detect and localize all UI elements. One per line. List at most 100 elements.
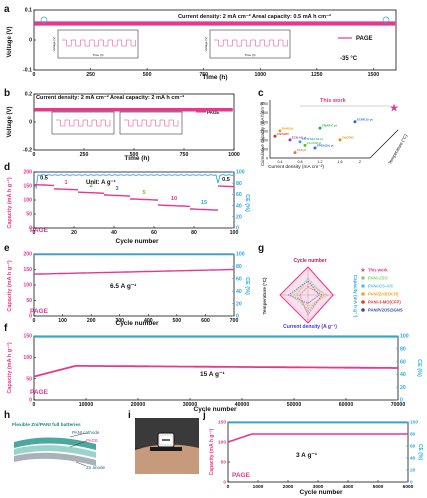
panel-g-legend-marker: ★: [360, 267, 365, 274]
panel-c-point: [353, 120, 357, 124]
panel-g-legend-marker: [361, 292, 365, 296]
panel-a-info: Current density: 2 mA cm⁻² Areal capacit…: [178, 13, 331, 20]
panel-e-ytick-label: 50: [26, 298, 32, 304]
panel-a-ylabel: Voltage (V): [7, 27, 13, 58]
panel-f-tag: PAGE: [30, 389, 49, 396]
panel-d-rate-label: 0.5: [40, 176, 48, 182]
panel-e-xtick-label: 500: [173, 318, 182, 324]
panel-g-series-2: [296, 277, 323, 313]
panel-e-tag: PAGE: [30, 308, 49, 315]
panel-a-ytick-label: 0.1: [25, 8, 32, 14]
panel-a-inset-2-xlabel: Time (h): [244, 53, 255, 57]
panel-g-legend-label: PANI/V2O5@GNS: [368, 308, 403, 313]
panel-d-rate-label: 10: [171, 196, 177, 202]
panel-e-ytick-label: 200: [23, 252, 32, 258]
panel-a-inset-1-xlabel: Time (h): [92, 53, 103, 57]
panel-c-point-label: ECNR.Zn pt: [357, 117, 373, 121]
panel-d-xtick-label: 60: [151, 230, 157, 236]
panel-b-info: Current density: 2 mA cm⁻² Areal capacit…: [36, 94, 184, 101]
panel-d-xtick-label: 0: [33, 230, 36, 236]
panel-j-y2tick-label: 60: [410, 444, 416, 450]
panel-d-unit: Unit: A g⁻¹: [86, 179, 116, 186]
panel-j-y2label: CE (%): [417, 444, 423, 460]
panel-e-xtick-label: 700: [230, 318, 239, 324]
panel-h-anode-layer: [14, 452, 96, 466]
panel-d-y2tick-label: 80: [236, 181, 242, 187]
panel-e-y2tick-label: 80: [236, 264, 242, 270]
panel-d-y2tick-label: 60: [236, 192, 242, 198]
panel-c-axes: [269, 100, 370, 159]
panel-c-point-label: ZCE pt: [297, 148, 306, 152]
panel-c-ytick-label: 1000: [260, 138, 268, 142]
panel-j-y2tick-label: 100: [410, 420, 418, 426]
panel-e-capacity-line: [34, 268, 234, 275]
panel-f-ytick-label: 50: [26, 376, 32, 382]
panel-h-illustration: Flexible Zn//PANI full batteries PANI ca…: [12, 422, 106, 470]
panel-b-xtick-label: 500: [130, 152, 139, 158]
panel-c-ytick-label: 2500: [260, 111, 268, 115]
panel-b-ytick-label: 0.2: [25, 92, 32, 98]
panel-f-y2tick-label: 100: [400, 334, 409, 340]
panel-d-capacity-segment: [33, 183, 54, 187]
panel-j-y2tick-label: 20: [410, 468, 416, 474]
panel-c-point-label: Zn/ZnPO: [277, 132, 289, 136]
panel-a-ytick-label: 0: [29, 38, 32, 44]
panel-a-xlabel: Time (h): [202, 74, 227, 81]
panel-j-capacity-line: [227, 433, 408, 443]
panel-a-xtick-label: 750: [199, 72, 208, 78]
panel-e-ytick-label: 150: [23, 267, 32, 273]
panel-a-legend: PAGE: [356, 36, 373, 42]
panel-f-xtick-label: 10000: [79, 402, 94, 408]
panel-letter-e: e: [4, 243, 10, 254]
panel-c-point: [338, 138, 342, 142]
panel-d-y2tick-label: 100: [236, 170, 245, 176]
panel-b-xtick-label: 250: [80, 152, 89, 158]
panel-b-xtick-label: 1000: [228, 152, 240, 158]
panel-f-xtick-label: 40000: [235, 402, 250, 408]
panel-a-voltage-trace: [34, 21, 396, 26]
panel-c-this-work: This work: [320, 98, 347, 104]
panel-e-xtick-label: 400: [144, 318, 153, 324]
panel-letter-g: g: [258, 243, 264, 254]
panel-j-y2tick-label: 40: [410, 456, 416, 462]
panel-f-y2tick-label: 80: [400, 347, 406, 353]
panel-d-capacity-segment: [217, 185, 235, 188]
panel-j-frame: [227, 421, 409, 483]
panel-c-ytick-label: 0: [266, 157, 268, 161]
panel-g-legend-label: PANI/Zn3(OCH): [368, 292, 399, 297]
panel-letter-a: a: [4, 4, 10, 15]
panel-g-series-0: [279, 266, 334, 324]
panel-b-ytick-label: 0: [29, 120, 32, 126]
panel-e-y2tick-label: 100: [236, 252, 245, 258]
panel-e-xtick-label: 600: [201, 318, 210, 324]
panel-f-xtick-label: 70000: [391, 402, 406, 408]
panel-c-point-label: Zn(OTf)2: [342, 135, 354, 139]
panel-c-point: [313, 146, 317, 150]
panel-d-capacity-segment: [53, 188, 79, 191]
panel-letter-d: d: [4, 162, 10, 173]
panel-g-series-5: [287, 280, 320, 304]
panel-g-legend-label: This work: [368, 268, 388, 273]
panel-d-rate-label: 0.5: [222, 177, 230, 183]
panel-i-photo: [135, 418, 199, 474]
panel-g-series-3: [293, 283, 329, 307]
panel-c-point: [278, 129, 282, 133]
panel-b-xtick-label: 0: [33, 152, 36, 158]
panel-j-xtick-label: 6000: [403, 484, 414, 490]
panel-e-xtick-label: 200: [87, 318, 96, 324]
panel-j-ytick-label: 100: [218, 440, 226, 446]
panel-i-wrist: [135, 444, 199, 474]
panel-c-point-label: Zn-CCM pt: [307, 141, 321, 145]
panel-e-y2tick-label: 0: [236, 314, 239, 320]
panel-a-inset-1-trace: [62, 39, 136, 47]
panel-h-cathode-layer: [14, 437, 96, 450]
panel-c-zaxis: [369, 129, 399, 159]
panel-e-y2tick-label: 40: [236, 289, 242, 295]
panel-c-point: [298, 140, 302, 144]
panel-d-xtick-label: 100: [230, 230, 239, 236]
panel-h-label-anode: Zn anode: [86, 465, 106, 470]
panel-c-point: [293, 151, 297, 155]
panel-letter-j: j: [202, 410, 206, 421]
panel-g-legend-marker: [361, 308, 365, 312]
